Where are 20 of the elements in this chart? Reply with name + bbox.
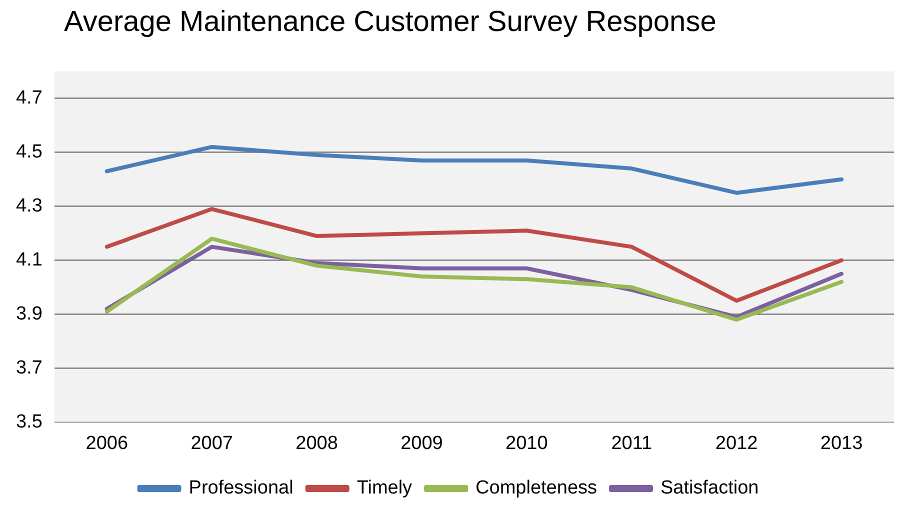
x-tick-label: 2011: [611, 432, 652, 454]
y-tick-label: 3.5: [16, 411, 42, 432]
legend-label: Timely: [356, 478, 413, 499]
x-tick-label: 2012: [715, 432, 758, 454]
x-tick-label: 2009: [400, 432, 443, 454]
legend-label: Completeness: [476, 478, 598, 499]
chart-title: Average Maintenance Customer Survey Response: [64, 6, 716, 39]
x-tick-label: 2007: [190, 432, 233, 454]
y-tick-label: 4.1: [16, 250, 42, 271]
y-tick-label: 3.9: [16, 303, 42, 324]
y-tick-label: 3.7: [16, 357, 42, 378]
x-tick-label: 2010: [506, 432, 548, 454]
y-tick-label: 4.7: [16, 88, 42, 109]
y-tick-label: 4.5: [16, 142, 42, 163]
y-tick-label: 4.3: [16, 196, 42, 217]
x-tick-label: 2008: [296, 432, 338, 454]
x-tick-label: 2013: [820, 432, 863, 454]
x-tick-label: 2006: [86, 432, 128, 454]
legend-label: Satisfaction: [660, 478, 759, 499]
legend-label: Professional: [188, 478, 294, 499]
